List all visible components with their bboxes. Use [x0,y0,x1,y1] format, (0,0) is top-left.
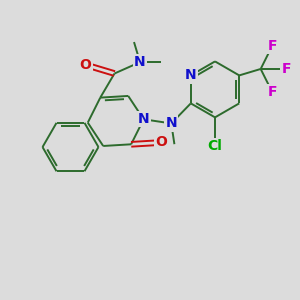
Text: Cl: Cl [208,139,222,153]
Text: O: O [155,136,167,149]
Text: N: N [166,116,177,130]
Text: N: N [134,55,146,69]
Text: F: F [268,39,277,53]
Text: F: F [282,62,292,76]
Text: O: O [80,58,92,72]
Text: N: N [138,112,149,126]
Text: F: F [268,85,277,99]
Text: N: N [185,68,196,83]
